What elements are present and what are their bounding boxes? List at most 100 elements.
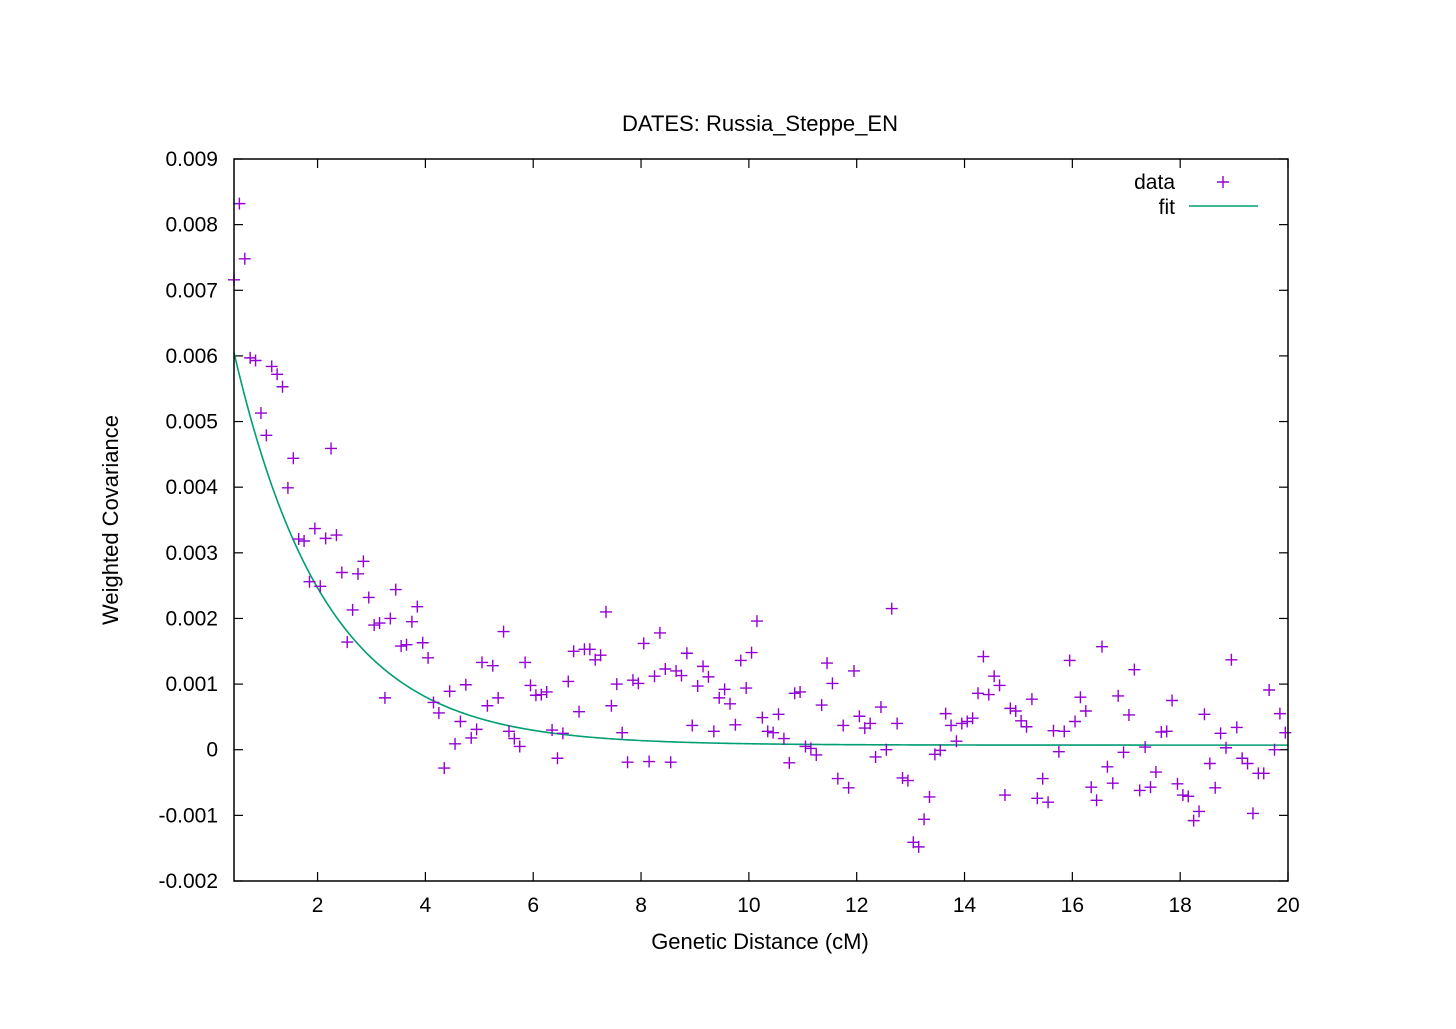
data-point — [621, 756, 634, 769]
y-tick-label: 0.004 — [165, 476, 218, 499]
x-tick-label: 18 — [1168, 894, 1191, 917]
data-point — [977, 650, 990, 663]
data-point — [319, 532, 332, 545]
data-point — [788, 687, 801, 700]
data-point — [513, 740, 526, 753]
data-point — [438, 762, 451, 775]
data-point — [546, 724, 559, 737]
data-point — [1182, 790, 1195, 803]
data-point — [637, 637, 650, 650]
data-point — [1025, 693, 1038, 706]
data-point — [519, 656, 532, 669]
data-point — [1236, 752, 1249, 765]
data-point — [1009, 705, 1022, 718]
data-point — [794, 685, 807, 698]
data-point — [1128, 663, 1141, 676]
data-point — [1036, 772, 1049, 785]
data-point — [1117, 746, 1130, 759]
data-point — [1069, 715, 1082, 728]
data-point — [993, 679, 1006, 692]
data-point — [880, 743, 893, 756]
data-point — [362, 591, 375, 604]
data-point — [1273, 707, 1286, 720]
data-point — [265, 360, 278, 373]
data-point — [254, 407, 267, 420]
legend-plus-icon — [1217, 176, 1229, 188]
data-point — [648, 670, 661, 683]
data-point — [373, 617, 386, 630]
data-point — [918, 813, 931, 826]
data-point — [287, 452, 300, 465]
data-point — [405, 615, 418, 628]
data-point — [799, 740, 812, 753]
data-point — [492, 691, 505, 704]
data-point — [335, 566, 348, 579]
legend-marker-data — [1217, 176, 1229, 188]
data-point — [502, 725, 515, 738]
data-point — [1203, 757, 1216, 770]
data-point — [1257, 767, 1270, 780]
data-point — [605, 699, 618, 712]
data-point — [1171, 777, 1184, 790]
data-point — [427, 696, 440, 709]
data-point — [610, 678, 623, 691]
data-point — [848, 664, 860, 677]
plot-frame — [233, 158, 1289, 882]
x-tick-label: 6 — [527, 894, 539, 917]
legend: data fit — [1134, 171, 1258, 219]
data-point — [1149, 766, 1162, 779]
data-point — [1058, 725, 1071, 738]
x-tick-label: 8 — [635, 894, 647, 917]
data-point — [1122, 708, 1135, 721]
fit-curve — [233, 352, 1288, 746]
data-point — [988, 670, 1001, 683]
data-point — [923, 790, 936, 803]
data-point — [551, 752, 564, 765]
data-point — [1090, 794, 1103, 807]
x-axis-tick-labels: 2 4 6 8 10 12 14 16 18 20 — [312, 894, 1300, 917]
data-point — [443, 685, 456, 698]
data-point — [691, 680, 704, 693]
data-point — [697, 660, 710, 673]
data-point — [260, 429, 273, 442]
data-point — [707, 725, 720, 738]
data-point — [842, 781, 855, 794]
data-point — [470, 723, 483, 736]
data-point — [368, 619, 381, 632]
y-tick-label: 0.001 — [165, 673, 218, 696]
data-point — [244, 351, 257, 364]
data-point — [750, 615, 763, 628]
data-point — [1160, 725, 1173, 738]
data-point — [1063, 654, 1076, 667]
data-point — [384, 612, 397, 625]
data-point — [271, 368, 284, 381]
data-point — [508, 732, 521, 745]
data-point — [1133, 784, 1146, 797]
data-point — [1031, 792, 1044, 805]
data-point — [1279, 726, 1292, 739]
data-point — [1079, 705, 1092, 718]
data-point — [826, 677, 839, 690]
y-tick-label: -0.001 — [158, 804, 218, 827]
plot-area — [228, 197, 1292, 853]
x-tick-label: 4 — [420, 894, 432, 917]
data-point — [729, 718, 742, 731]
x-tick-label: 2 — [312, 894, 324, 917]
legend-label-data: data — [1134, 171, 1175, 194]
y-tick-label: -0.002 — [158, 870, 218, 893]
data-point — [432, 706, 445, 719]
data-point — [713, 691, 726, 704]
data-point — [1004, 702, 1017, 715]
y-tick-label: 0.005 — [165, 411, 218, 434]
data-point — [303, 575, 316, 588]
data-point — [1209, 781, 1222, 794]
data-point — [950, 735, 963, 748]
data-point — [724, 697, 736, 710]
data-point — [945, 719, 958, 732]
data-point — [449, 737, 462, 750]
data-point — [378, 691, 391, 704]
data-point — [821, 657, 834, 670]
data-point — [966, 712, 979, 725]
data-point — [454, 715, 467, 728]
data-point — [804, 742, 817, 755]
